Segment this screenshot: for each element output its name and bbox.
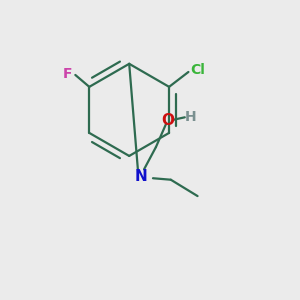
Text: H: H: [184, 110, 196, 124]
Text: F: F: [63, 67, 72, 81]
Text: N: N: [135, 169, 148, 184]
Text: Cl: Cl: [190, 64, 205, 77]
Text: O: O: [161, 113, 174, 128]
